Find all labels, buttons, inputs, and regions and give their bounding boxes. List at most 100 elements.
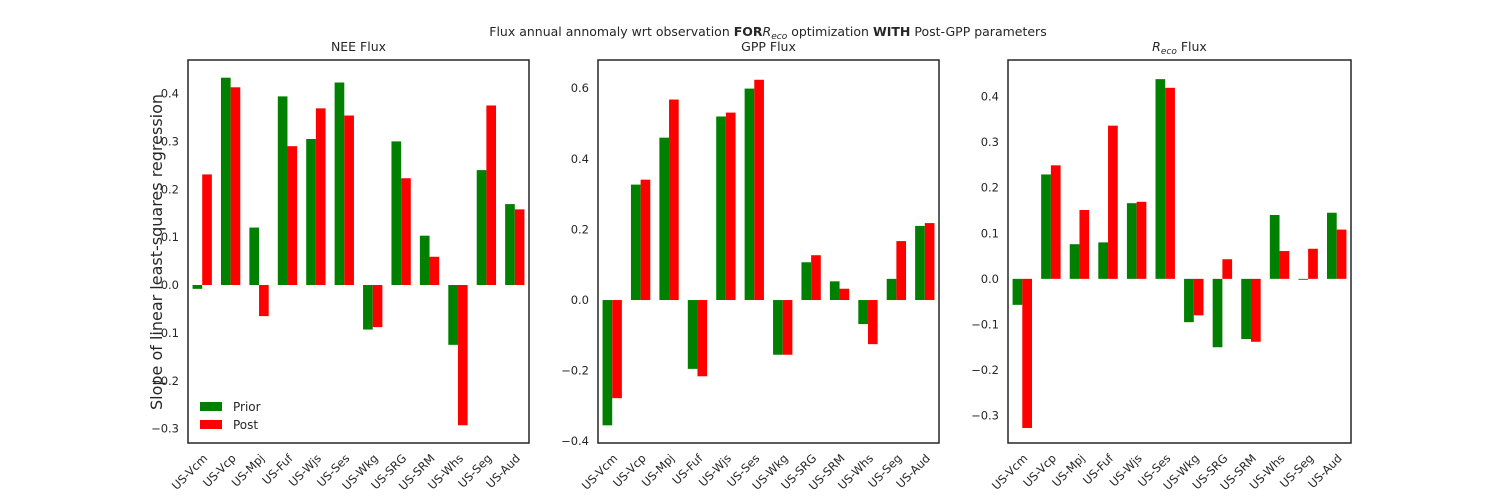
subplot-title-rest: Flux bbox=[1177, 39, 1207, 54]
bar-post-us-vcm bbox=[612, 300, 622, 399]
bar-post-us-srg bbox=[1222, 259, 1233, 279]
y-tick-label: 0.4 bbox=[161, 87, 179, 101]
axes-frame bbox=[1007, 59, 1352, 444]
bar-post-us-srm bbox=[839, 288, 850, 301]
suptitle-reco-subscript: eco bbox=[771, 32, 787, 42]
bar-post-us-aud bbox=[514, 209, 525, 286]
y-tick-label: 0.3 bbox=[981, 135, 999, 149]
bar-post-us-seg bbox=[1308, 248, 1318, 279]
bar-post-us-vcm bbox=[202, 174, 212, 286]
bar-prior-us-aud bbox=[915, 225, 925, 301]
bar-prior-us-fuf bbox=[1098, 242, 1109, 279]
y-tick-label: −0.2 bbox=[151, 374, 179, 388]
y-tick-label: −0.2 bbox=[971, 363, 999, 377]
subplot-3: Reco Flux −0.3 −0.2 −0.1 0.0 0.1 0.2 0.3 0.4 US-V… bbox=[971, 39, 1352, 493]
bar-post-us-vcp bbox=[1050, 165, 1061, 279]
y-tick-label: −0.1 bbox=[971, 317, 999, 331]
subplot-title-subscript: eco bbox=[1161, 47, 1177, 57]
bar-post-us-srm bbox=[429, 256, 440, 286]
y-tick-label: 0.2 bbox=[161, 182, 179, 196]
axes-frame bbox=[187, 59, 530, 444]
bar-post-us-vcp bbox=[230, 87, 241, 286]
x-tick-label: US-Mpj bbox=[1049, 451, 1087, 489]
y-tick-label: 0.1 bbox=[161, 230, 179, 244]
y-tick-label: 0.2 bbox=[981, 181, 999, 195]
bar-prior-us-srg bbox=[801, 262, 812, 301]
y-tick-label: 0.0 bbox=[161, 278, 179, 292]
bar-post-us-vcm bbox=[1022, 278, 1033, 428]
y-tick-label: 0.2 bbox=[571, 222, 589, 236]
bar-prior-us-fuf bbox=[277, 96, 288, 286]
bar-post-us-seg bbox=[486, 105, 497, 286]
y-tick-label: 0.4 bbox=[981, 89, 999, 103]
bar-prior-us-mpj bbox=[1069, 244, 1080, 279]
bar-post-us-srg bbox=[811, 255, 821, 301]
y-tick-label: 0.6 bbox=[571, 81, 589, 95]
bar-prior-us-whs bbox=[448, 285, 458, 345]
bar-post-us-ses bbox=[754, 79, 764, 301]
y-tick-label: −0.3 bbox=[151, 422, 179, 436]
subplot-2: GPP Flux−0.4−0.20.00.20.40.6US-VcmUS-Vcp… bbox=[561, 39, 940, 493]
bar-prior-us-ses bbox=[1155, 79, 1166, 279]
legend-label-prior: Prior bbox=[233, 400, 261, 414]
bar-prior-us-seg bbox=[476, 170, 487, 286]
bar-post-us-ses bbox=[344, 115, 354, 286]
bar-post-us-wjs bbox=[1136, 201, 1147, 279]
suptitle-text-1: Flux annual annomaly wrt observation bbox=[489, 24, 733, 39]
suptitle-bold-for: FOR bbox=[734, 24, 763, 39]
bar-post-us-seg bbox=[896, 241, 907, 301]
bar-post-us-wjs bbox=[725, 112, 736, 301]
bar-post-us-aud bbox=[924, 223, 935, 301]
bar-prior-us-wjs bbox=[1126, 203, 1137, 279]
bar-prior-us-srg bbox=[1212, 278, 1223, 348]
subplot-title: Reco Flux bbox=[1152, 39, 1207, 57]
subplot-title-symbol: R bbox=[1152, 39, 1161, 54]
bar-prior-us-seg bbox=[1298, 278, 1309, 280]
bar-prior-us-aud bbox=[1326, 212, 1337, 279]
x-tick-label: US-Vcm bbox=[169, 451, 210, 492]
bar-prior-us-aud bbox=[505, 204, 515, 286]
bar-prior-us-srg bbox=[391, 141, 402, 286]
legend-swatch-post bbox=[200, 420, 222, 429]
bar-prior-us-vcm bbox=[192, 285, 203, 289]
bar-post-us-fuf bbox=[697, 300, 708, 377]
bar-prior-us-whs bbox=[1269, 215, 1280, 279]
x-tick-label: US-Vcm bbox=[989, 451, 1030, 492]
bar-prior-us-vcp bbox=[220, 77, 231, 286]
bar-prior-us-mpj bbox=[659, 137, 670, 301]
bar-prior-us-wkg bbox=[363, 285, 373, 330]
bar-post-us-fuf bbox=[1108, 125, 1118, 279]
suptitle-reco-symbol: R bbox=[763, 24, 772, 39]
y-tick-label: 0.3 bbox=[161, 134, 179, 148]
bar-post-us-srm bbox=[1250, 278, 1261, 342]
bar-post-us-whs bbox=[867, 300, 878, 345]
bar-post-us-mpj bbox=[259, 285, 269, 317]
bar-prior-us-vcm bbox=[602, 300, 613, 426]
subplots: NEE Flux −0.3 −0.2 −0.1 0.0 0.1 0.2 0.3 0.4 US-Vc… bbox=[151, 39, 1352, 493]
bar-post-us-mpj bbox=[669, 99, 679, 301]
bar-prior-us-ses bbox=[334, 82, 345, 286]
bar-prior-us-ses bbox=[744, 88, 755, 301]
y-tick-label: 0.1 bbox=[981, 226, 999, 240]
suptitle-text-3: Post-GPP parameters bbox=[910, 24, 1046, 39]
x-tick-label: US-Vcm bbox=[579, 451, 620, 492]
subplot-title: NEE Flux bbox=[331, 39, 386, 54]
bar-post-us-wkg bbox=[782, 300, 793, 355]
legend: Prior Post bbox=[200, 400, 261, 432]
bar-prior-us-seg bbox=[886, 278, 897, 301]
bar-prior-us-vcp bbox=[1041, 174, 1051, 279]
bar-prior-us-wkg bbox=[1184, 278, 1194, 323]
bar-post-us-wkg bbox=[1193, 278, 1204, 316]
bar-prior-us-mpj bbox=[249, 227, 260, 286]
bar-post-us-aud bbox=[1336, 229, 1347, 279]
y-tick-label: −0.1 bbox=[151, 326, 179, 340]
y-tick-label: −0.2 bbox=[561, 364, 589, 378]
bar-post-us-vcp bbox=[640, 179, 651, 301]
bar-prior-us-fuf bbox=[687, 300, 698, 369]
bar-post-us-mpj bbox=[1079, 210, 1090, 279]
bar-post-us-whs bbox=[457, 285, 468, 426]
y-tick-label: 0.4 bbox=[571, 152, 589, 166]
suptitle-text-2: optimization bbox=[787, 24, 873, 39]
